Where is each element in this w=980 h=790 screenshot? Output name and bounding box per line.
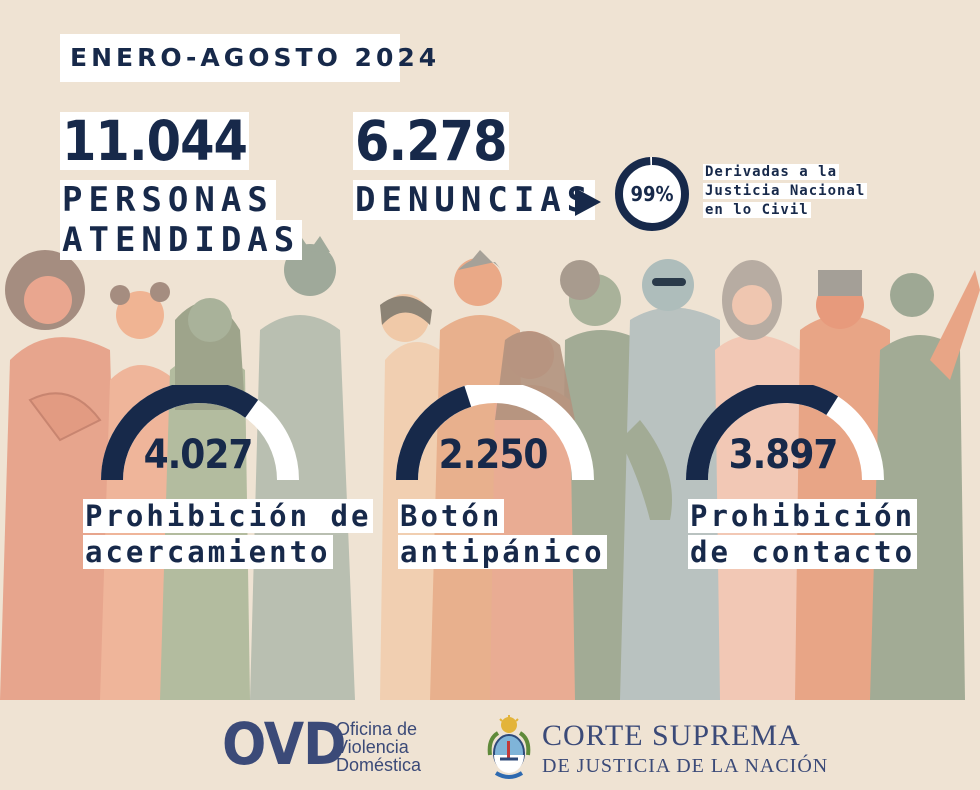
attended-count: 11.044 — [60, 109, 249, 173]
court-name-line2: DE JUSTICIA DE LA NACIÓN — [542, 755, 829, 777]
ovd-logo: OVD — [222, 710, 347, 778]
coat-of-arms-icon — [487, 715, 531, 779]
ovd-logo-text: Oficina de Violencia Doméstica — [336, 719, 422, 775]
attended-label-line1: PERSONAS — [60, 180, 276, 220]
period-banner: ENERO-AGOSTO 2024 — [60, 34, 436, 82]
gauge-contacto — [686, 385, 884, 481]
attended-label: PERSONAS ATENDIDAS — [60, 180, 303, 260]
referral-text: Derivadas a la Justicia Nacional en lo C… — [703, 164, 868, 218]
measure-label-acercamiento: Prohibición de acercamiento — [83, 499, 374, 569]
measure-value-acercamiento: 4.027 — [143, 432, 254, 478]
gauge-antipanico — [396, 385, 594, 481]
percent-ring-icon — [615, 157, 689, 231]
gauge-acercamiento — [101, 385, 299, 481]
referral-percent: 99% — [630, 182, 674, 206]
complaints-label: DENUNCIAS — [353, 180, 596, 220]
attended-label-line2: ATENDIDAS — [60, 220, 303, 260]
measure-value-antipanico: 2.250 — [438, 432, 549, 478]
measure-label-contacto: Prohibición de contacto — [688, 499, 918, 569]
arrow-right-icon — [575, 188, 601, 216]
measure-label-antipanico: Botón antipánico — [398, 499, 607, 569]
court-name-line1: CORTE SUPREMA — [542, 719, 801, 752]
measure-value-contacto: 3.897 — [728, 432, 839, 478]
complaints-count: 6.278 — [353, 109, 509, 173]
